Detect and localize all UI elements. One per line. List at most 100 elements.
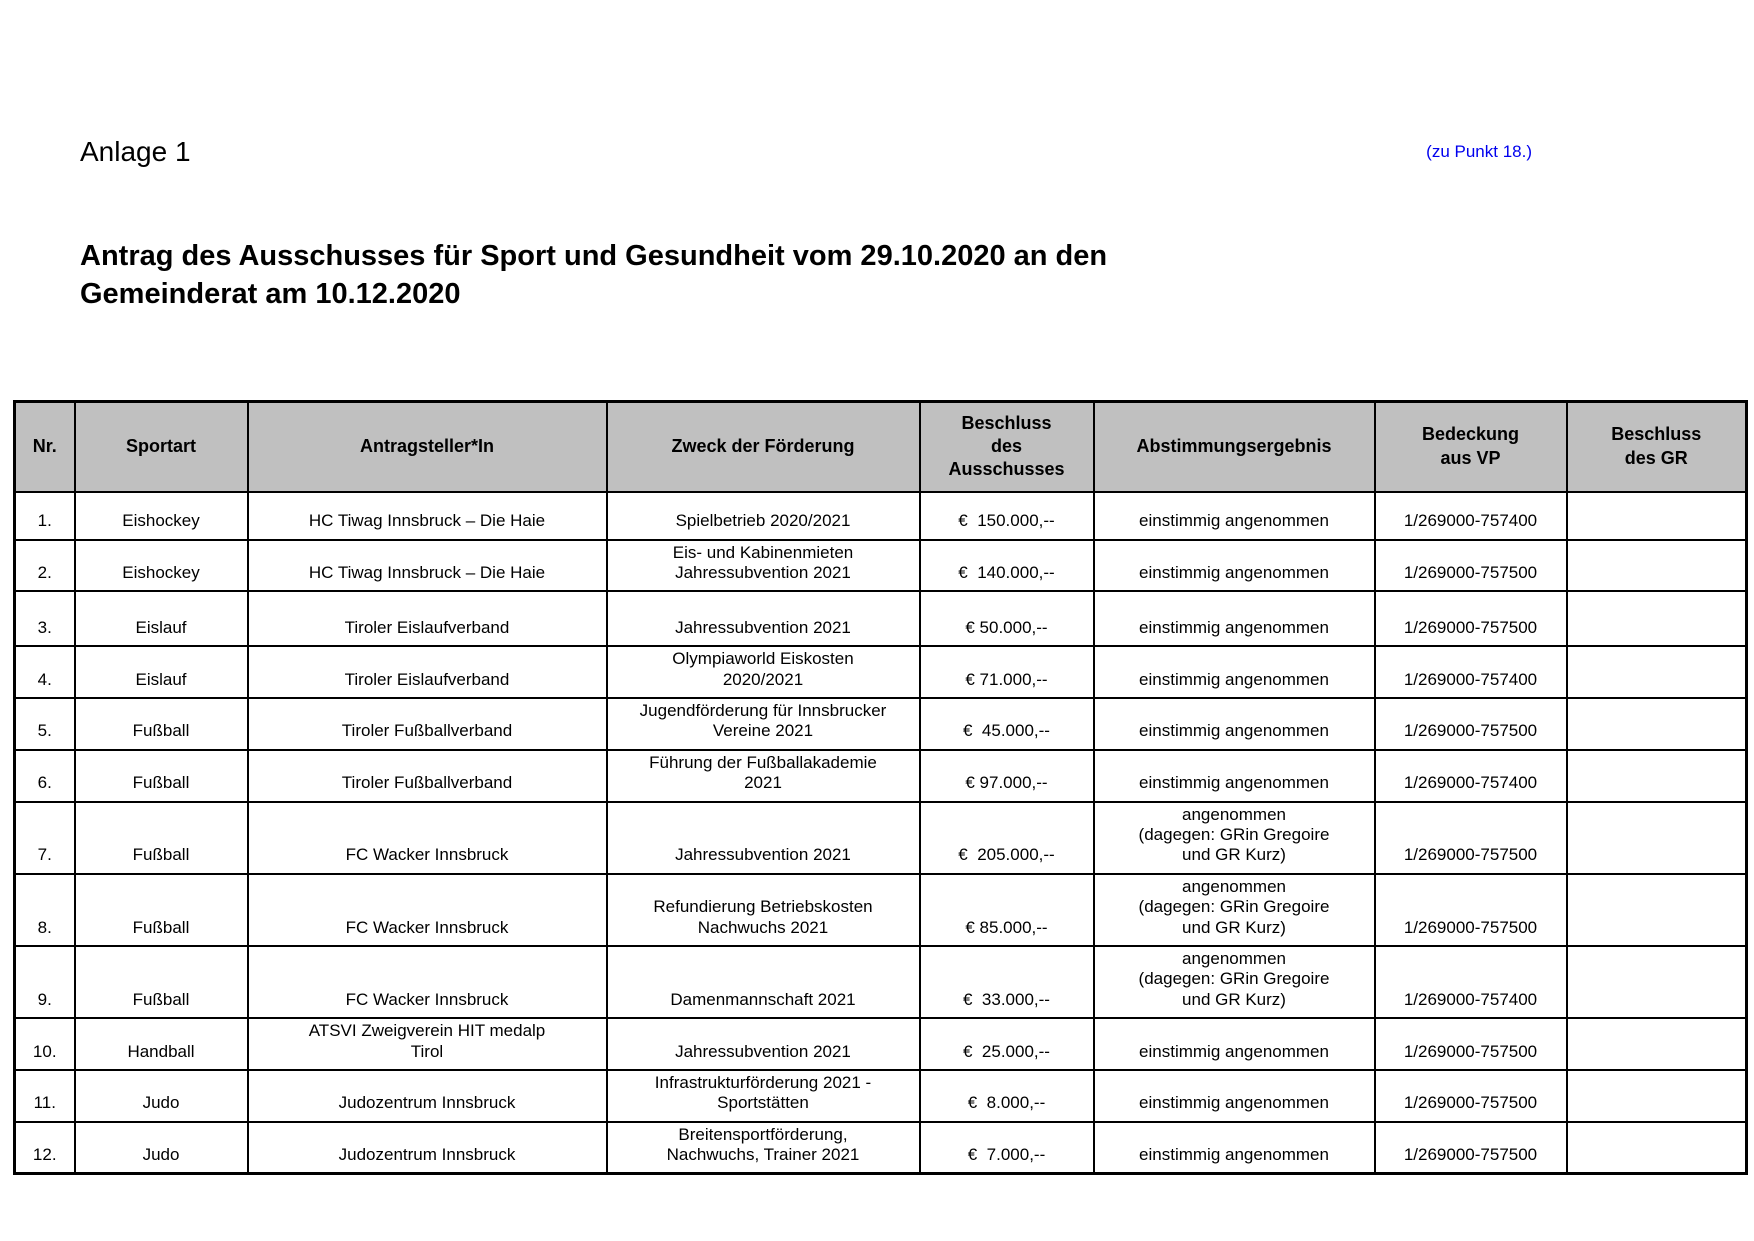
cell-beschluss_gr [1565, 590, 1748, 648]
annex-label: Anlage 1 [80, 136, 191, 167]
table-row: 12. Judo Judozentrum Innsbruck Breitensport… [13, 1120, 1748, 1175]
cell-bedeckung: 1/269000-757500 [1373, 1068, 1568, 1123]
cell-beschluss_gr [1565, 1068, 1748, 1123]
cell-bedeckung: 1/269000-757400 [1373, 490, 1568, 541]
cell-nr: 11. [13, 1068, 76, 1123]
cell-zweck: Damenmannschaft 2021 [605, 944, 921, 1020]
cell-antragsteller: Judozentrum Innsbruck [246, 1120, 608, 1175]
cell-sportart: Fußball [73, 944, 249, 1020]
cell-bedeckung: 1/269000-757500 [1373, 590, 1568, 648]
grants-table: Nr. Sportart Antragsteller*In Zweck der För… [13, 400, 1748, 1176]
table-row: 3. Eislauf Tiroler Eislaufverband Jahressub… [13, 590, 1748, 648]
cell-beschluss_gr [1565, 800, 1748, 875]
cell-abstimmung: einstimmig angenommen [1092, 697, 1376, 751]
cell-zweck: Refundierung Betriebskosten Nachwuchs 20… [605, 872, 921, 947]
table-row: 10. Handball ATSVI Zweigverein HIT medalp … [13, 1017, 1748, 1071]
cell-nr: 1. [13, 490, 76, 541]
cell-antragsteller: FC Wacker Innsbruck [246, 944, 608, 1020]
cell-nr: 12. [13, 1120, 76, 1175]
cell-beschluss_ausschuss: € 97.000,-- [918, 748, 1095, 803]
cell-beschluss_gr [1565, 748, 1748, 803]
cell-beschluss_gr [1565, 645, 1748, 700]
cell-abstimmung: einstimmig angenommen [1092, 1120, 1376, 1175]
cell-sportart: Handball [73, 1017, 249, 1071]
cell-sportart: Fußball [73, 872, 249, 947]
cell-beschluss_ausschuss: € 140.000,-- [918, 538, 1095, 593]
table-row: 11. Judo Judozentrum Innsbruck Infrastruktu… [13, 1068, 1748, 1123]
cell-beschluss_ausschuss: € 33.000,-- [918, 944, 1095, 1020]
cell-beschluss_ausschuss: € 71.000,-- [918, 645, 1095, 700]
table-row: 9. Fußball FC Wacker Innsbruck Damenmannsch… [13, 944, 1748, 1020]
cell-beschluss_gr [1565, 490, 1748, 541]
column-header-beschluss_ausschuss: Beschluss des Ausschusses [918, 400, 1095, 493]
cell-zweck: Jugendförderung für Innsbrucker Vereine … [605, 697, 921, 751]
cell-beschluss_gr [1565, 697, 1748, 751]
table-row: 4. Eislauf Tiroler Eislaufverband Olympiawo… [13, 645, 1748, 700]
cell-abstimmung: einstimmig angenommen [1092, 538, 1376, 593]
table-row: 1. Eishockey HC Tiwag Innsbruck – Die Haie… [13, 490, 1748, 541]
cell-antragsteller: FC Wacker Innsbruck [246, 872, 608, 947]
cell-antragsteller: Judozentrum Innsbruck [246, 1068, 608, 1123]
cell-nr: 6. [13, 748, 76, 803]
column-header-sportart: Sportart [73, 400, 249, 493]
cell-nr: 3. [13, 590, 76, 648]
cell-beschluss_gr [1565, 1120, 1748, 1175]
cell-nr: 5. [13, 697, 76, 751]
cell-beschluss_ausschuss: € 205.000,-- [918, 800, 1095, 875]
cell-sportart: Judo [73, 1068, 249, 1123]
cell-beschluss_gr [1565, 1017, 1748, 1071]
cell-sportart: Judo [73, 1120, 249, 1175]
cell-zweck: Infrastrukturförderung 2021 - Sportstätt… [605, 1068, 921, 1123]
cell-beschluss_ausschuss: € 8.000,-- [918, 1068, 1095, 1123]
column-header-nr: Nr. [13, 400, 76, 493]
cell-zweck: Jahressubvention 2021 [605, 1017, 921, 1071]
cell-beschluss_ausschuss: € 25.000,-- [918, 1017, 1095, 1071]
cell-abstimmung: angenommen (dagegen: GRin Gregoire und G… [1092, 800, 1376, 875]
cell-nr: 9. [13, 944, 76, 1020]
cell-abstimmung: einstimmig angenommen [1092, 590, 1376, 648]
cell-bedeckung: 1/269000-757400 [1373, 748, 1568, 803]
cell-zweck: Spielbetrieb 2020/2021 [605, 490, 921, 541]
cell-bedeckung: 1/269000-757500 [1373, 1017, 1568, 1071]
cell-sportart: Fußball [73, 748, 249, 803]
table-row: 7. Fußball FC Wacker Innsbruck Jahressubven… [13, 800, 1748, 875]
cell-zweck: Olympiaworld Eiskosten 2020/2021 [605, 645, 921, 700]
cell-beschluss_gr [1565, 538, 1748, 593]
cell-zweck: Eis- und Kabinenmieten Jahressubvention … [605, 538, 921, 593]
point-reference: (zu Punkt 18.) [1426, 142, 1532, 161]
cell-abstimmung: einstimmig angenommen [1092, 748, 1376, 803]
cell-antragsteller: Tiroler Eislaufverband [246, 590, 608, 648]
cell-zweck: Jahressubvention 2021 [605, 590, 921, 648]
cell-antragsteller: HC Tiwag Innsbruck – Die Haie [246, 490, 608, 541]
column-header-antragsteller: Antragsteller*In [246, 400, 608, 493]
cell-sportart: Eislauf [73, 645, 249, 700]
cell-antragsteller: Tiroler Fußballverband [246, 697, 608, 751]
cell-beschluss_gr [1565, 872, 1748, 947]
cell-sportart: Eishockey [73, 538, 249, 593]
cell-bedeckung: 1/269000-757500 [1373, 1120, 1568, 1175]
cell-abstimmung: einstimmig angenommen [1092, 490, 1376, 541]
cell-zweck: Breitensportförderung, Nachwuchs, Traine… [605, 1120, 921, 1175]
cell-nr: 7. [13, 800, 76, 875]
cell-antragsteller: ATSVI Zweigverein HIT medalp Tirol [246, 1017, 608, 1071]
cell-nr: 2. [13, 538, 76, 593]
column-header-bedeckung: Bedeckung aus VP [1373, 400, 1568, 493]
page-title: Antrag des Ausschusses für Sport und Ges… [80, 240, 1108, 311]
cell-bedeckung: 1/269000-757500 [1373, 800, 1568, 875]
cell-nr: 8. [13, 872, 76, 947]
column-header-beschluss_gr: Beschluss des GR [1565, 400, 1748, 493]
cell-bedeckung: 1/269000-757500 [1373, 538, 1568, 593]
cell-bedeckung: 1/269000-757500 [1373, 872, 1568, 947]
cell-abstimmung: einstimmig angenommen [1092, 1017, 1376, 1071]
cell-sportart: Eishockey [73, 490, 249, 541]
cell-beschluss_ausschuss: € 50.000,-- [918, 590, 1095, 648]
table-row: 5. Fußball Tiroler Fußballverband Jugendför… [13, 697, 1748, 751]
cell-nr: 4. [13, 645, 76, 700]
table-row: 2. Eishockey HC Tiwag Innsbruck – Die Haie… [13, 538, 1748, 593]
cell-beschluss_ausschuss: € 7.000,-- [918, 1120, 1095, 1175]
cell-bedeckung: 1/269000-757400 [1373, 944, 1568, 1020]
cell-abstimmung: angenommen (dagegen: GRin Gregoire und G… [1092, 872, 1376, 947]
cell-bedeckung: 1/269000-757400 [1373, 645, 1568, 700]
cell-sportart: Fußball [73, 697, 249, 751]
